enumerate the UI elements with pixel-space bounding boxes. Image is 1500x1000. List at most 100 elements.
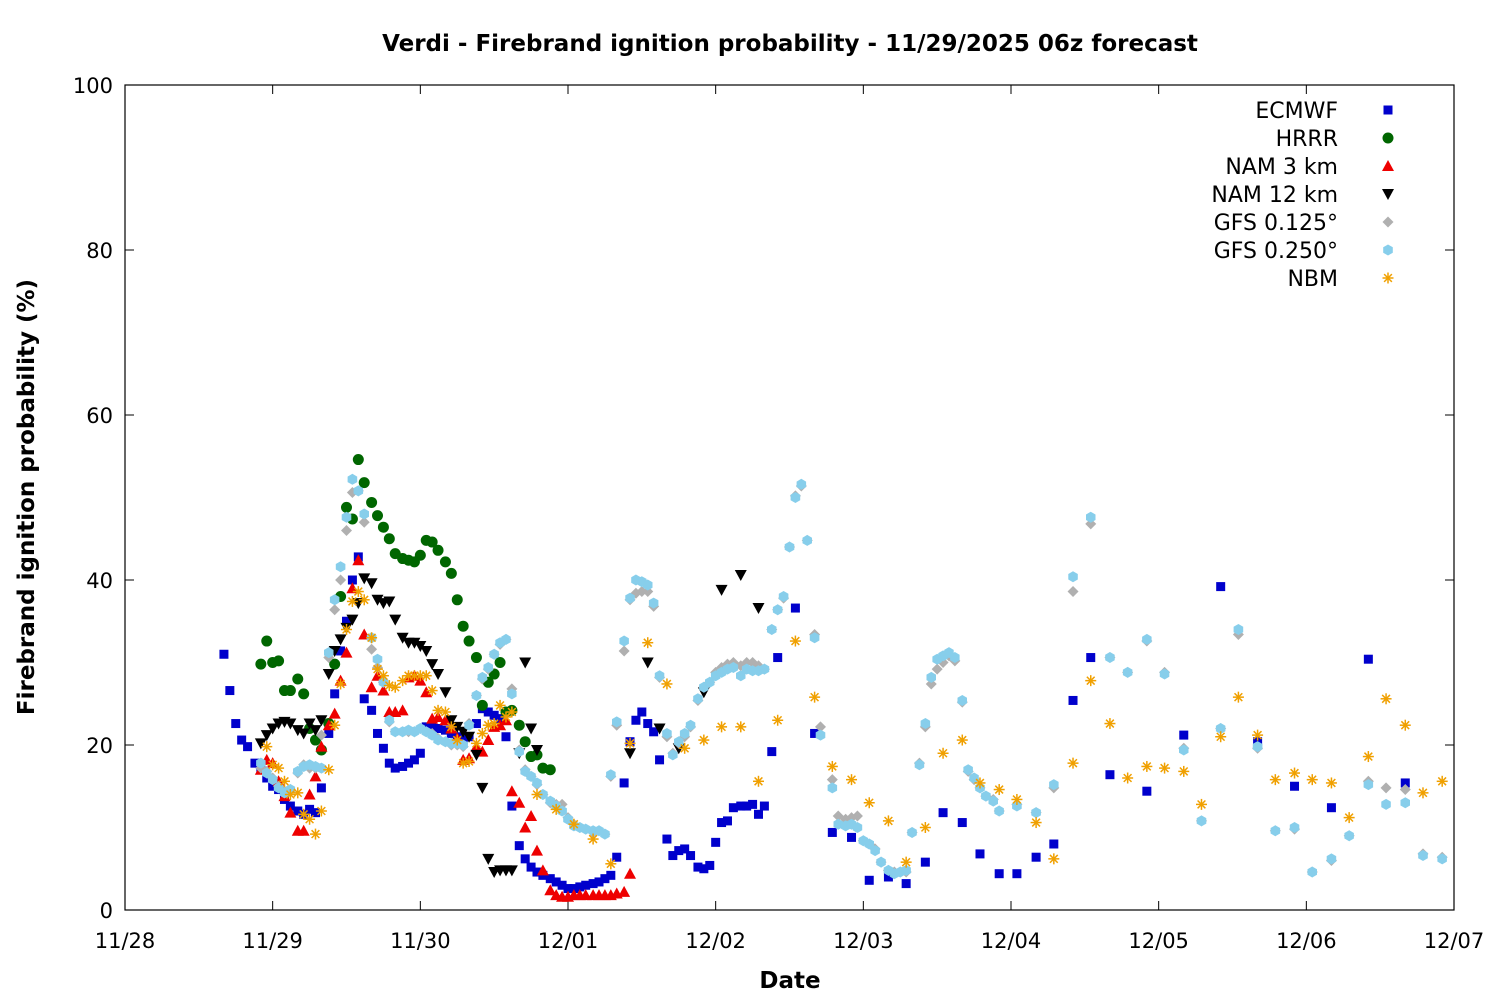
data-point	[432, 544, 444, 556]
data-point	[526, 862, 536, 872]
data-point	[507, 801, 517, 811]
data-point	[809, 632, 820, 644]
data-point	[931, 663, 943, 675]
data-point	[476, 699, 488, 711]
data-point	[926, 671, 936, 683]
data-point	[433, 724, 443, 733]
data-point	[734, 570, 747, 582]
legend-label: NAM 12 km	[1211, 183, 1338, 208]
data-point	[544, 764, 556, 776]
y-tick-label: 40	[86, 569, 113, 593]
data-point	[359, 694, 369, 704]
data-point	[530, 744, 543, 756]
data-point	[389, 681, 401, 693]
data-point	[612, 716, 622, 728]
data-point	[994, 805, 1004, 817]
data-point	[514, 746, 524, 758]
data-point	[297, 728, 310, 740]
data-point	[919, 822, 931, 833]
data-point	[661, 678, 673, 690]
data-point	[463, 731, 476, 743]
data-point	[305, 804, 315, 814]
data-point	[1380, 693, 1392, 705]
data-point	[309, 770, 322, 782]
data-point	[728, 803, 738, 813]
y-axis-label: Firebrand ignition probability (%)	[14, 279, 40, 715]
data-point	[1400, 778, 1410, 788]
data-point	[588, 879, 598, 889]
data-point	[1141, 760, 1153, 772]
data-point	[439, 687, 452, 699]
data-point	[284, 789, 296, 800]
data-point	[414, 641, 427, 652]
data-point	[625, 592, 635, 604]
data-point	[250, 758, 260, 768]
data-point	[778, 591, 789, 602]
data-point	[796, 478, 807, 490]
data-point	[624, 867, 637, 879]
data-point	[366, 643, 378, 655]
data-point	[365, 681, 378, 693]
y-tick-label: 60	[86, 404, 113, 428]
data-point	[715, 584, 728, 596]
data-point	[772, 604, 783, 616]
data-point	[1290, 781, 1300, 791]
data-point	[1418, 850, 1428, 861]
data-point	[631, 715, 641, 725]
data-point	[415, 748, 425, 758]
x-tick-label: 12/04	[981, 929, 1042, 953]
data-point	[790, 492, 801, 503]
data-point	[1179, 730, 1189, 740]
data-point	[600, 828, 610, 840]
data-point	[336, 646, 346, 656]
data-point	[789, 635, 801, 647]
data-point	[728, 662, 739, 673]
data-points	[219, 454, 1448, 902]
data-point	[262, 767, 272, 779]
data-point	[1159, 668, 1170, 680]
data-point	[748, 799, 758, 809]
data-point	[358, 516, 370, 528]
data-point	[366, 496, 378, 508]
data-point	[432, 704, 444, 716]
data-point	[489, 648, 499, 660]
data-point	[457, 620, 469, 632]
data-point	[994, 869, 1004, 879]
data-point	[618, 645, 630, 657]
data-point	[408, 637, 421, 649]
data-point	[347, 473, 358, 485]
data-point	[519, 736, 531, 748]
data-point	[643, 579, 653, 591]
data-point	[685, 719, 696, 731]
data-point	[352, 586, 364, 598]
x-axis-label: Date	[759, 968, 820, 994]
data-point	[482, 734, 495, 746]
data-point	[298, 688, 310, 700]
data-point	[335, 574, 347, 586]
data-point	[432, 710, 445, 722]
data-point	[398, 761, 408, 771]
x-tick-label: 12/07	[1424, 929, 1485, 953]
data-point	[686, 851, 696, 861]
data-point	[488, 718, 500, 730]
data-point	[329, 594, 340, 606]
data-point	[563, 884, 573, 894]
data-point	[359, 508, 369, 520]
data-point	[642, 637, 654, 649]
data-point	[432, 669, 445, 681]
data-point	[384, 714, 395, 726]
data-point	[752, 603, 765, 615]
data-point	[581, 823, 591, 835]
data-point	[1105, 652, 1115, 663]
data-point	[600, 874, 610, 884]
data-point	[847, 832, 857, 842]
data-point	[303, 718, 316, 730]
data-point	[341, 501, 352, 513]
data-point	[390, 726, 400, 738]
data-point	[1049, 839, 1059, 849]
data-point	[464, 719, 474, 731]
data-point	[353, 485, 364, 497]
axis-ticks: 11/28 11/29 11/30 12/01 12/02 12/03 12/04 12/05…	[73, 74, 1484, 953]
data-point	[1104, 718, 1116, 730]
